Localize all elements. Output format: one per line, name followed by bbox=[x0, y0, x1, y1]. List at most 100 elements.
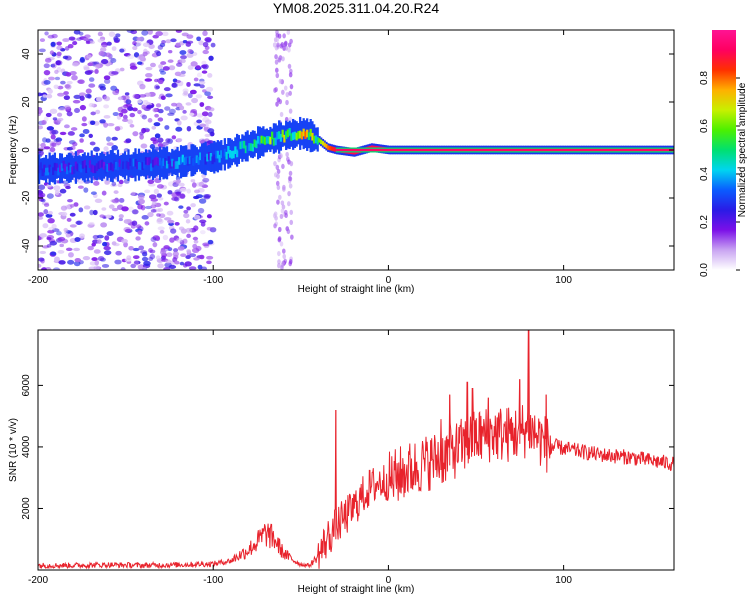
noise-cell bbox=[58, 260, 66, 265]
ridge-cell bbox=[43, 164, 46, 173]
spectrogram-y-tick-label: -20 bbox=[21, 190, 32, 205]
ridge-cell bbox=[60, 163, 64, 171]
noise-cell bbox=[42, 94, 48, 98]
noise-cell bbox=[38, 257, 45, 262]
noise-cell bbox=[115, 250, 122, 256]
noise-cell bbox=[82, 256, 91, 261]
noise-cell bbox=[120, 267, 126, 270]
snr-panel: -200 -100 0 100 2000 4000 6000 Height of strai… bbox=[8, 329, 675, 595]
noise-cell bbox=[81, 122, 88, 127]
noise-cell bbox=[113, 190, 119, 194]
noise-cell bbox=[103, 75, 111, 81]
ridge-cell bbox=[88, 160, 92, 168]
noise-cell bbox=[175, 126, 183, 132]
ridge-cell bbox=[278, 131, 281, 139]
noise-cell bbox=[145, 73, 153, 78]
noise-cell bbox=[104, 235, 110, 241]
noise-cell bbox=[171, 82, 179, 88]
noise-cell bbox=[174, 79, 181, 84]
noise-cell bbox=[186, 233, 191, 239]
noise-cell bbox=[111, 145, 118, 151]
ridge-cell bbox=[120, 163, 123, 172]
noise-cell bbox=[60, 205, 68, 211]
noise-cell bbox=[140, 143, 148, 149]
noise-cell bbox=[175, 30, 182, 33]
noise-cell bbox=[172, 251, 179, 257]
ridge-cell bbox=[199, 152, 202, 161]
noise-cell bbox=[88, 221, 95, 226]
ridge-cell bbox=[162, 158, 165, 166]
ridge-cell bbox=[188, 156, 191, 164]
band-cell bbox=[281, 89, 285, 95]
noise-cell bbox=[135, 41, 142, 47]
noise-cell bbox=[155, 255, 161, 260]
noise-cell bbox=[138, 245, 145, 251]
noise-cell bbox=[87, 69, 94, 74]
noise-cell bbox=[64, 46, 70, 51]
ridge-cell bbox=[66, 166, 69, 175]
noise-cell bbox=[179, 105, 185, 111]
noise-cell bbox=[186, 81, 191, 87]
noise-cell bbox=[43, 146, 51, 150]
noise-cell bbox=[41, 119, 47, 125]
noise-cell bbox=[99, 119, 106, 124]
noise-cell bbox=[90, 191, 97, 195]
noise-cell bbox=[78, 31, 84, 36]
noise-cell bbox=[39, 250, 47, 255]
noise-cell bbox=[53, 84, 59, 90]
spectrogram-y-tick-label: 20 bbox=[21, 96, 32, 108]
noise-cell bbox=[192, 236, 199, 241]
noise-cell bbox=[151, 125, 157, 130]
noise-cell bbox=[54, 69, 59, 74]
noise-cell bbox=[120, 105, 127, 110]
noise-cell bbox=[164, 217, 172, 221]
noise-cell bbox=[195, 245, 202, 252]
noise-cell bbox=[127, 54, 135, 59]
noise-cell bbox=[156, 217, 163, 223]
noise-cell bbox=[68, 252, 74, 258]
ridge-cell bbox=[179, 156, 183, 165]
ridge-cell bbox=[274, 137, 277, 146]
noise-cell bbox=[207, 73, 213, 78]
ridge-cell bbox=[80, 164, 83, 173]
ridge-cell bbox=[304, 131, 307, 139]
noise-cell bbox=[142, 42, 150, 48]
noise-cell bbox=[38, 263, 42, 268]
noise-cell bbox=[190, 61, 198, 67]
noise-cell bbox=[131, 220, 138, 226]
noise-cell bbox=[43, 63, 50, 69]
band-cell bbox=[282, 253, 287, 260]
band-cell bbox=[284, 209, 288, 216]
noise-cell bbox=[93, 249, 101, 254]
noise-cell bbox=[106, 136, 111, 142]
noise-cell bbox=[199, 123, 206, 128]
noise-cell bbox=[97, 38, 105, 43]
ridge-flat-core bbox=[335, 148, 674, 152]
noise-cell bbox=[79, 233, 85, 239]
noise-cell bbox=[85, 88, 92, 94]
noise-cell bbox=[84, 34, 91, 39]
noise-cell bbox=[118, 217, 123, 222]
ridge-cell bbox=[183, 157, 186, 166]
noise-cell bbox=[141, 266, 147, 270]
noise-cell bbox=[153, 78, 159, 83]
band-cell bbox=[289, 209, 294, 215]
noise-cell bbox=[129, 112, 136, 118]
ridge-cell bbox=[71, 166, 74, 175]
band-cell bbox=[277, 33, 282, 39]
noise-cell bbox=[189, 89, 197, 95]
band-cell bbox=[277, 226, 282, 233]
noise-cell bbox=[152, 242, 158, 248]
noise-cell bbox=[88, 83, 96, 88]
noise-cell bbox=[73, 202, 79, 207]
noise-cell bbox=[177, 246, 185, 251]
ridge-cell bbox=[155, 156, 158, 165]
ridge-cell bbox=[141, 162, 144, 170]
ridge-cell bbox=[320, 139, 323, 144]
ridge-cell bbox=[262, 136, 265, 144]
noise-cell bbox=[118, 198, 125, 203]
noise-cell bbox=[162, 141, 169, 146]
noise-cell bbox=[107, 122, 115, 127]
noise-cell bbox=[125, 138, 132, 143]
noise-cell bbox=[196, 113, 204, 118]
